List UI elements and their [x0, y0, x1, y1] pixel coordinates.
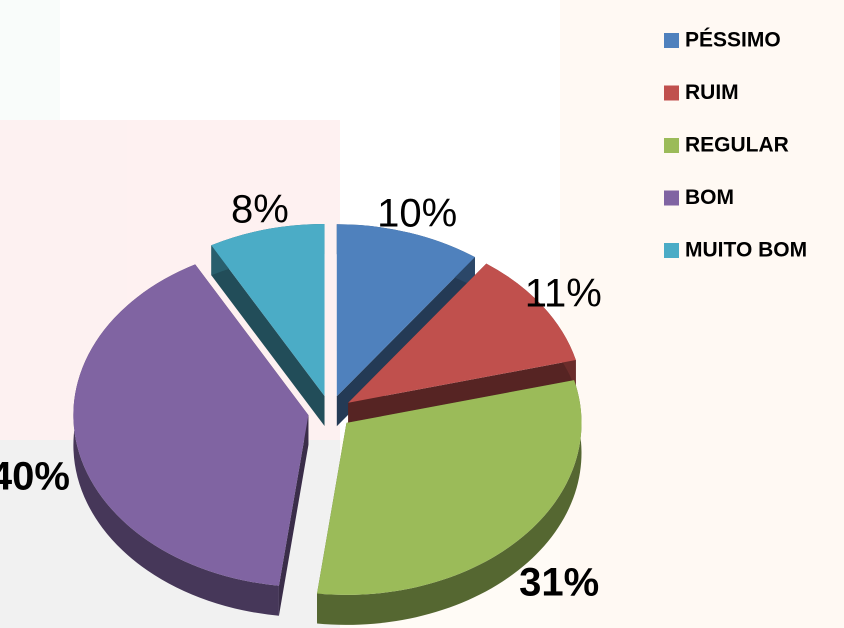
legend-label: RUIM [685, 81, 739, 104]
legend-label: REGULAR [685, 134, 789, 157]
slice-cut-face [278, 415, 309, 616]
data-label: 10% [377, 191, 457, 235]
legend: PÉSSIMO RUIM REGULAR BOM MUITO BOM [664, 29, 807, 262]
slice-top [336, 224, 475, 397]
slice-cut-face [211, 245, 325, 427]
data-label: 11% [525, 272, 602, 316]
legend-label: PÉSSIMO [685, 29, 781, 52]
pie-slice [211, 224, 325, 427]
legend-swatch [664, 243, 679, 258]
legend-swatch [664, 190, 679, 206]
legend-label: BOM [685, 186, 734, 209]
slice-top [73, 264, 309, 586]
legend-label: MUITO BOM [685, 239, 807, 262]
slice-wall [317, 380, 582, 625]
slice-wall [73, 264, 279, 616]
data-label: 8% [231, 188, 289, 232]
slice-top [348, 263, 576, 403]
pie-slice [73, 264, 309, 616]
legend-swatch [664, 33, 679, 48]
slice-top [317, 380, 582, 595]
pie: 10% 11% 31% 40% 8% [0, 188, 602, 625]
data-label: 31% [519, 560, 599, 604]
pie-slice [317, 380, 582, 625]
legend-swatch [664, 85, 679, 101]
data-label: 40% [0, 454, 70, 498]
slice-top [211, 224, 325, 397]
legend-swatch [664, 138, 679, 153]
